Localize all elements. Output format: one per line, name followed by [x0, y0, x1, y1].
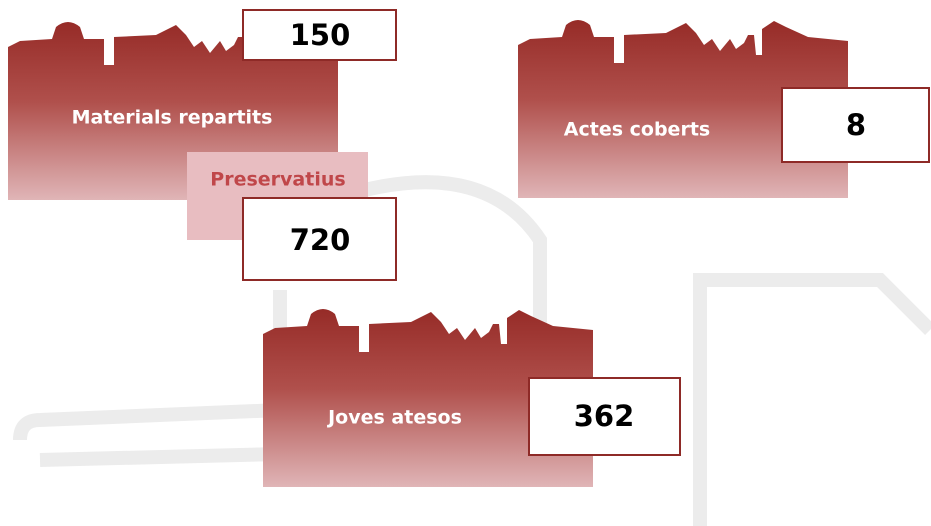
card-value: 8: [846, 108, 866, 142]
sub-label: Preservatius: [210, 169, 345, 191]
card-value: 150: [290, 18, 351, 52]
sub-value-box: [242, 197, 397, 281]
card-materials: Materials repartits 150 Preservatius 720: [8, 9, 397, 281]
value-box: [242, 9, 397, 61]
card-label: Actes coberts: [564, 119, 710, 141]
card-value: 362: [574, 399, 635, 433]
card-label: Joves atesos: [326, 407, 462, 429]
value-box: [528, 377, 681, 456]
card-joves: Joves atesos 362: [263, 309, 681, 487]
value-box: [781, 87, 930, 163]
card-label: Materials repartits: [72, 107, 273, 129]
sub-value: 720: [290, 223, 351, 257]
card-actes: Actes coberts 8: [518, 20, 930, 198]
